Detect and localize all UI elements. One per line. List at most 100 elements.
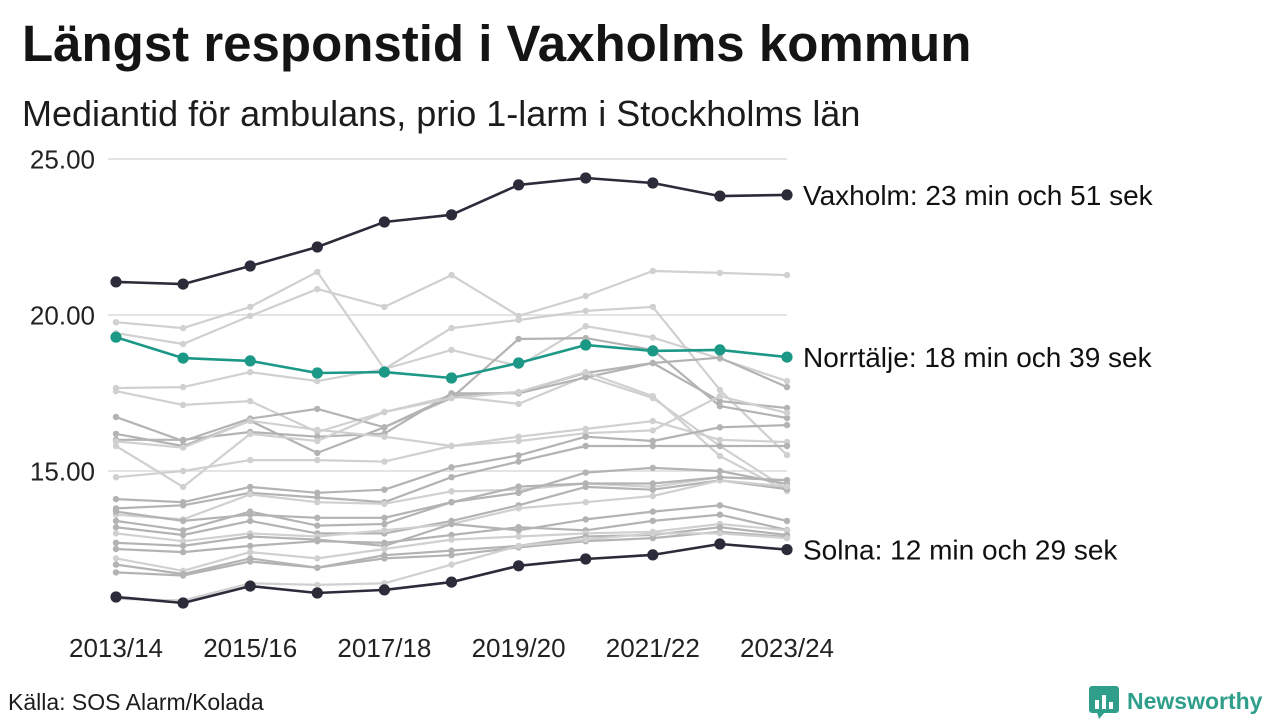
context-series-point [649,392,656,400]
context-series-point [582,368,589,376]
solna-point [647,549,659,561]
context-series-point [448,499,455,506]
context-series-point [783,517,791,525]
series-group: Norrtälje: 18 min och 39 sek Solna: 12 mi… [110,172,1154,609]
context-series-series [112,474,791,525]
y-tick-label: 25.00 [30,144,95,174]
context-series-point [448,536,455,543]
context-series-point [515,542,522,550]
context-series-point [247,312,254,320]
context-series-series [112,530,791,604]
norrtalje-point [513,357,525,369]
context-series-point [247,542,254,550]
context-series-series [112,267,791,348]
norrtalje-point [714,344,726,356]
context-series-point [112,430,120,438]
context-series-point [783,477,791,484]
context-series-point [716,386,724,394]
context-series-point [314,581,321,589]
context-series-point [649,427,656,434]
series-value-label: : 18 min och 39 sek [909,342,1153,373]
context-series-point [112,474,120,481]
context-series-point [179,538,187,545]
vaxholm-point [311,241,323,253]
context-series-series [112,359,791,443]
context-series-point [179,542,187,550]
context-series-point [247,303,254,311]
bar-chart-speech-bubble-icon [1089,686,1119,719]
context-series-point [448,394,455,402]
norrtalje-series: Norrtälje: 18 min och 39 sek [110,331,1153,384]
context-series-point [649,530,656,537]
context-series-point [649,303,656,311]
context-series-point [314,405,321,413]
context-series-point [314,538,321,545]
context-series-point [314,489,321,496]
context-series-point [314,437,321,445]
x-tick-label: 2019/20 [472,633,566,663]
series-name: Norrtälje [803,342,909,373]
context-series-point [179,483,187,491]
x-tick-label: 2017/18 [337,633,431,663]
context-series-point [783,483,791,490]
context-series-point [179,401,187,409]
series-name: Solna [803,535,875,566]
solna-label: Solna: 12 min och 29 sek [803,535,1118,566]
context-series-point [783,271,791,279]
series-name: Vaxholm [803,180,910,211]
context-series-line [115,270,788,456]
context-series-point [649,334,656,341]
context-series-point [112,555,120,562]
context-series-point [582,374,589,381]
solna-series: Solna: 12 min och 29 sek [110,535,1118,609]
context-series-point [314,456,321,464]
context-series-point [649,480,656,487]
context-series-point [247,483,254,491]
context-series-point [381,424,388,431]
norrtalje-point [781,351,793,363]
context-series-point [448,464,455,471]
context-series-point [314,494,321,501]
context-series-point [716,354,724,361]
context-series-point [515,452,522,459]
context-series-point [783,451,791,459]
context-series-point [582,307,589,315]
context-series-point [716,402,724,410]
context-series-point [649,442,656,450]
context-series-point [112,438,120,445]
context-series-point [314,426,321,433]
solna-point [110,591,122,603]
context-series-series [112,268,791,459]
context-series-point [448,488,455,495]
context-series-point [247,397,254,405]
norrtalje-point [647,345,659,357]
context-series-point [582,433,589,440]
x-tick-label: 2023/24 [740,633,834,663]
context-series-point [381,514,388,521]
context-series-point [112,413,120,421]
context-series-point [381,555,388,562]
context-series-point [649,464,656,472]
context-series-series [112,421,791,506]
solna-point [781,544,793,556]
y-axis: 15.00 20.00 25.00 [30,144,95,486]
context-series-point [381,408,388,416]
context-series-point [716,269,724,277]
context-series-point [381,458,388,465]
context-series-point [179,572,187,579]
context-series-line [115,269,788,346]
norrtalje-label: Norrtälje: 18 min och 39 sek [803,342,1153,373]
context-series-point [448,390,455,397]
context-series-point [314,377,321,385]
context-series-point [381,520,388,528]
context-series-point [247,368,254,376]
context-series-point [247,517,254,525]
norrtalje-point [445,372,458,384]
context-series-point [649,492,656,500]
context-series-point [112,517,120,525]
context-series-point [112,508,120,515]
context-series-point [179,340,187,348]
vaxholm-point [781,189,793,201]
context-series-point [582,469,589,476]
